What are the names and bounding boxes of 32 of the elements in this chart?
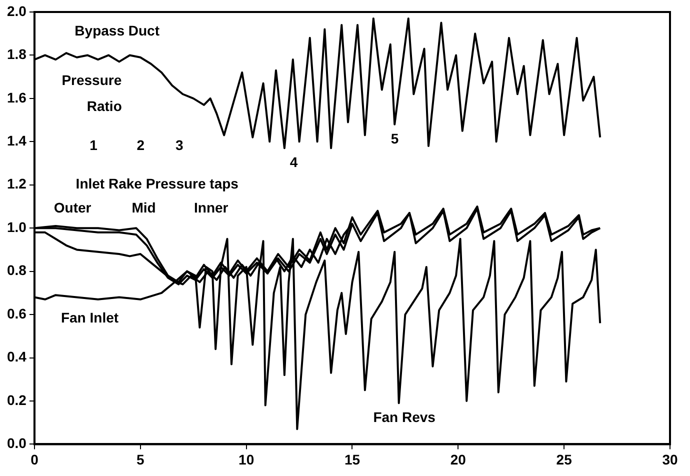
annotation: Outer — [54, 200, 92, 216]
x-tick-label: 20 — [450, 451, 466, 468]
y-tick-label: 0.2 — [6, 392, 27, 408]
annotation: 5 — [390, 130, 399, 146]
annotation: 2 — [136, 136, 145, 153]
y-tick-label: 1.2 — [6, 176, 27, 192]
x-tick-label: 25 — [556, 451, 572, 468]
annotation: 3 — [175, 136, 184, 153]
annotation: 4 — [290, 154, 298, 170]
annotation: Fan Inlet — [60, 310, 119, 326]
y-tick-label: 1.8 — [6, 46, 27, 62]
y-tick-label: 0.8 — [6, 262, 27, 278]
annotation: Pressure — [62, 72, 122, 88]
y-tick-label: 0.0 — [6, 435, 27, 452]
annotation: Inner — [194, 200, 229, 216]
annotation: Fan Revs — [373, 409, 436, 426]
annotation: Inlet Rake Pressure taps — [76, 176, 239, 192]
x-tick-label: 0 — [30, 451, 39, 468]
y-tick-label: 1.4 — [6, 132, 27, 149]
x-tick-label: 15 — [344, 451, 360, 468]
annotation: 1 — [90, 136, 98, 153]
y-tick-label: 1.6 — [6, 89, 27, 106]
x-tick-label: 10 — [238, 451, 254, 468]
annotation: Bypass Duct — [74, 22, 160, 38]
annotation: Mid — [132, 200, 156, 216]
y-tick-label: 1.0 — [6, 218, 27, 235]
y-tick-label: 0.6 — [6, 305, 27, 322]
annotation: Ratio — [86, 98, 122, 114]
x-tick-label: 5 — [136, 451, 144, 468]
y-tick-label: 0.4 — [6, 348, 27, 365]
y-tick-label: 2.0 — [6, 2, 27, 19]
x-tick-label: 30 — [662, 451, 678, 468]
